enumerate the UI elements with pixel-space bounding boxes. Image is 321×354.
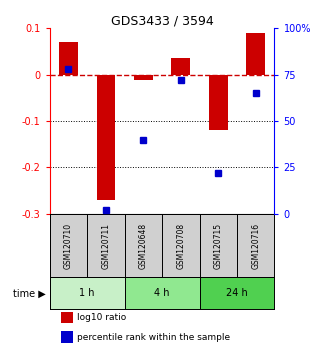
- Bar: [50, 214, 87, 278]
- Text: GSM120715: GSM120715: [214, 222, 223, 269]
- Bar: [125, 278, 200, 309]
- Bar: [162, 214, 200, 278]
- Bar: [237, 214, 274, 278]
- Text: time ▶: time ▶: [13, 289, 45, 298]
- Bar: [247, 33, 265, 75]
- Text: percentile rank within the sample: percentile rank within the sample: [77, 333, 230, 342]
- Text: GSM120716: GSM120716: [251, 222, 260, 269]
- Text: GSM120708: GSM120708: [176, 222, 185, 269]
- Bar: [61, 331, 73, 343]
- Bar: [200, 278, 274, 309]
- Text: GSM120710: GSM120710: [64, 222, 73, 269]
- Text: 1 h: 1 h: [80, 289, 95, 298]
- Bar: [59, 42, 78, 75]
- Title: GDS3433 / 3594: GDS3433 / 3594: [111, 14, 213, 27]
- Text: GSM120648: GSM120648: [139, 222, 148, 269]
- Bar: [50, 278, 125, 309]
- Text: GSM120711: GSM120711: [101, 223, 110, 269]
- Bar: [125, 214, 162, 278]
- Text: 4 h: 4 h: [154, 289, 170, 298]
- Text: log10 ratio: log10 ratio: [77, 313, 126, 322]
- Bar: [209, 75, 228, 130]
- Bar: [87, 214, 125, 278]
- Bar: [171, 58, 190, 75]
- Bar: [61, 312, 73, 323]
- Bar: [97, 75, 115, 200]
- Text: 24 h: 24 h: [226, 289, 248, 298]
- Bar: [134, 75, 153, 80]
- Bar: [200, 214, 237, 278]
